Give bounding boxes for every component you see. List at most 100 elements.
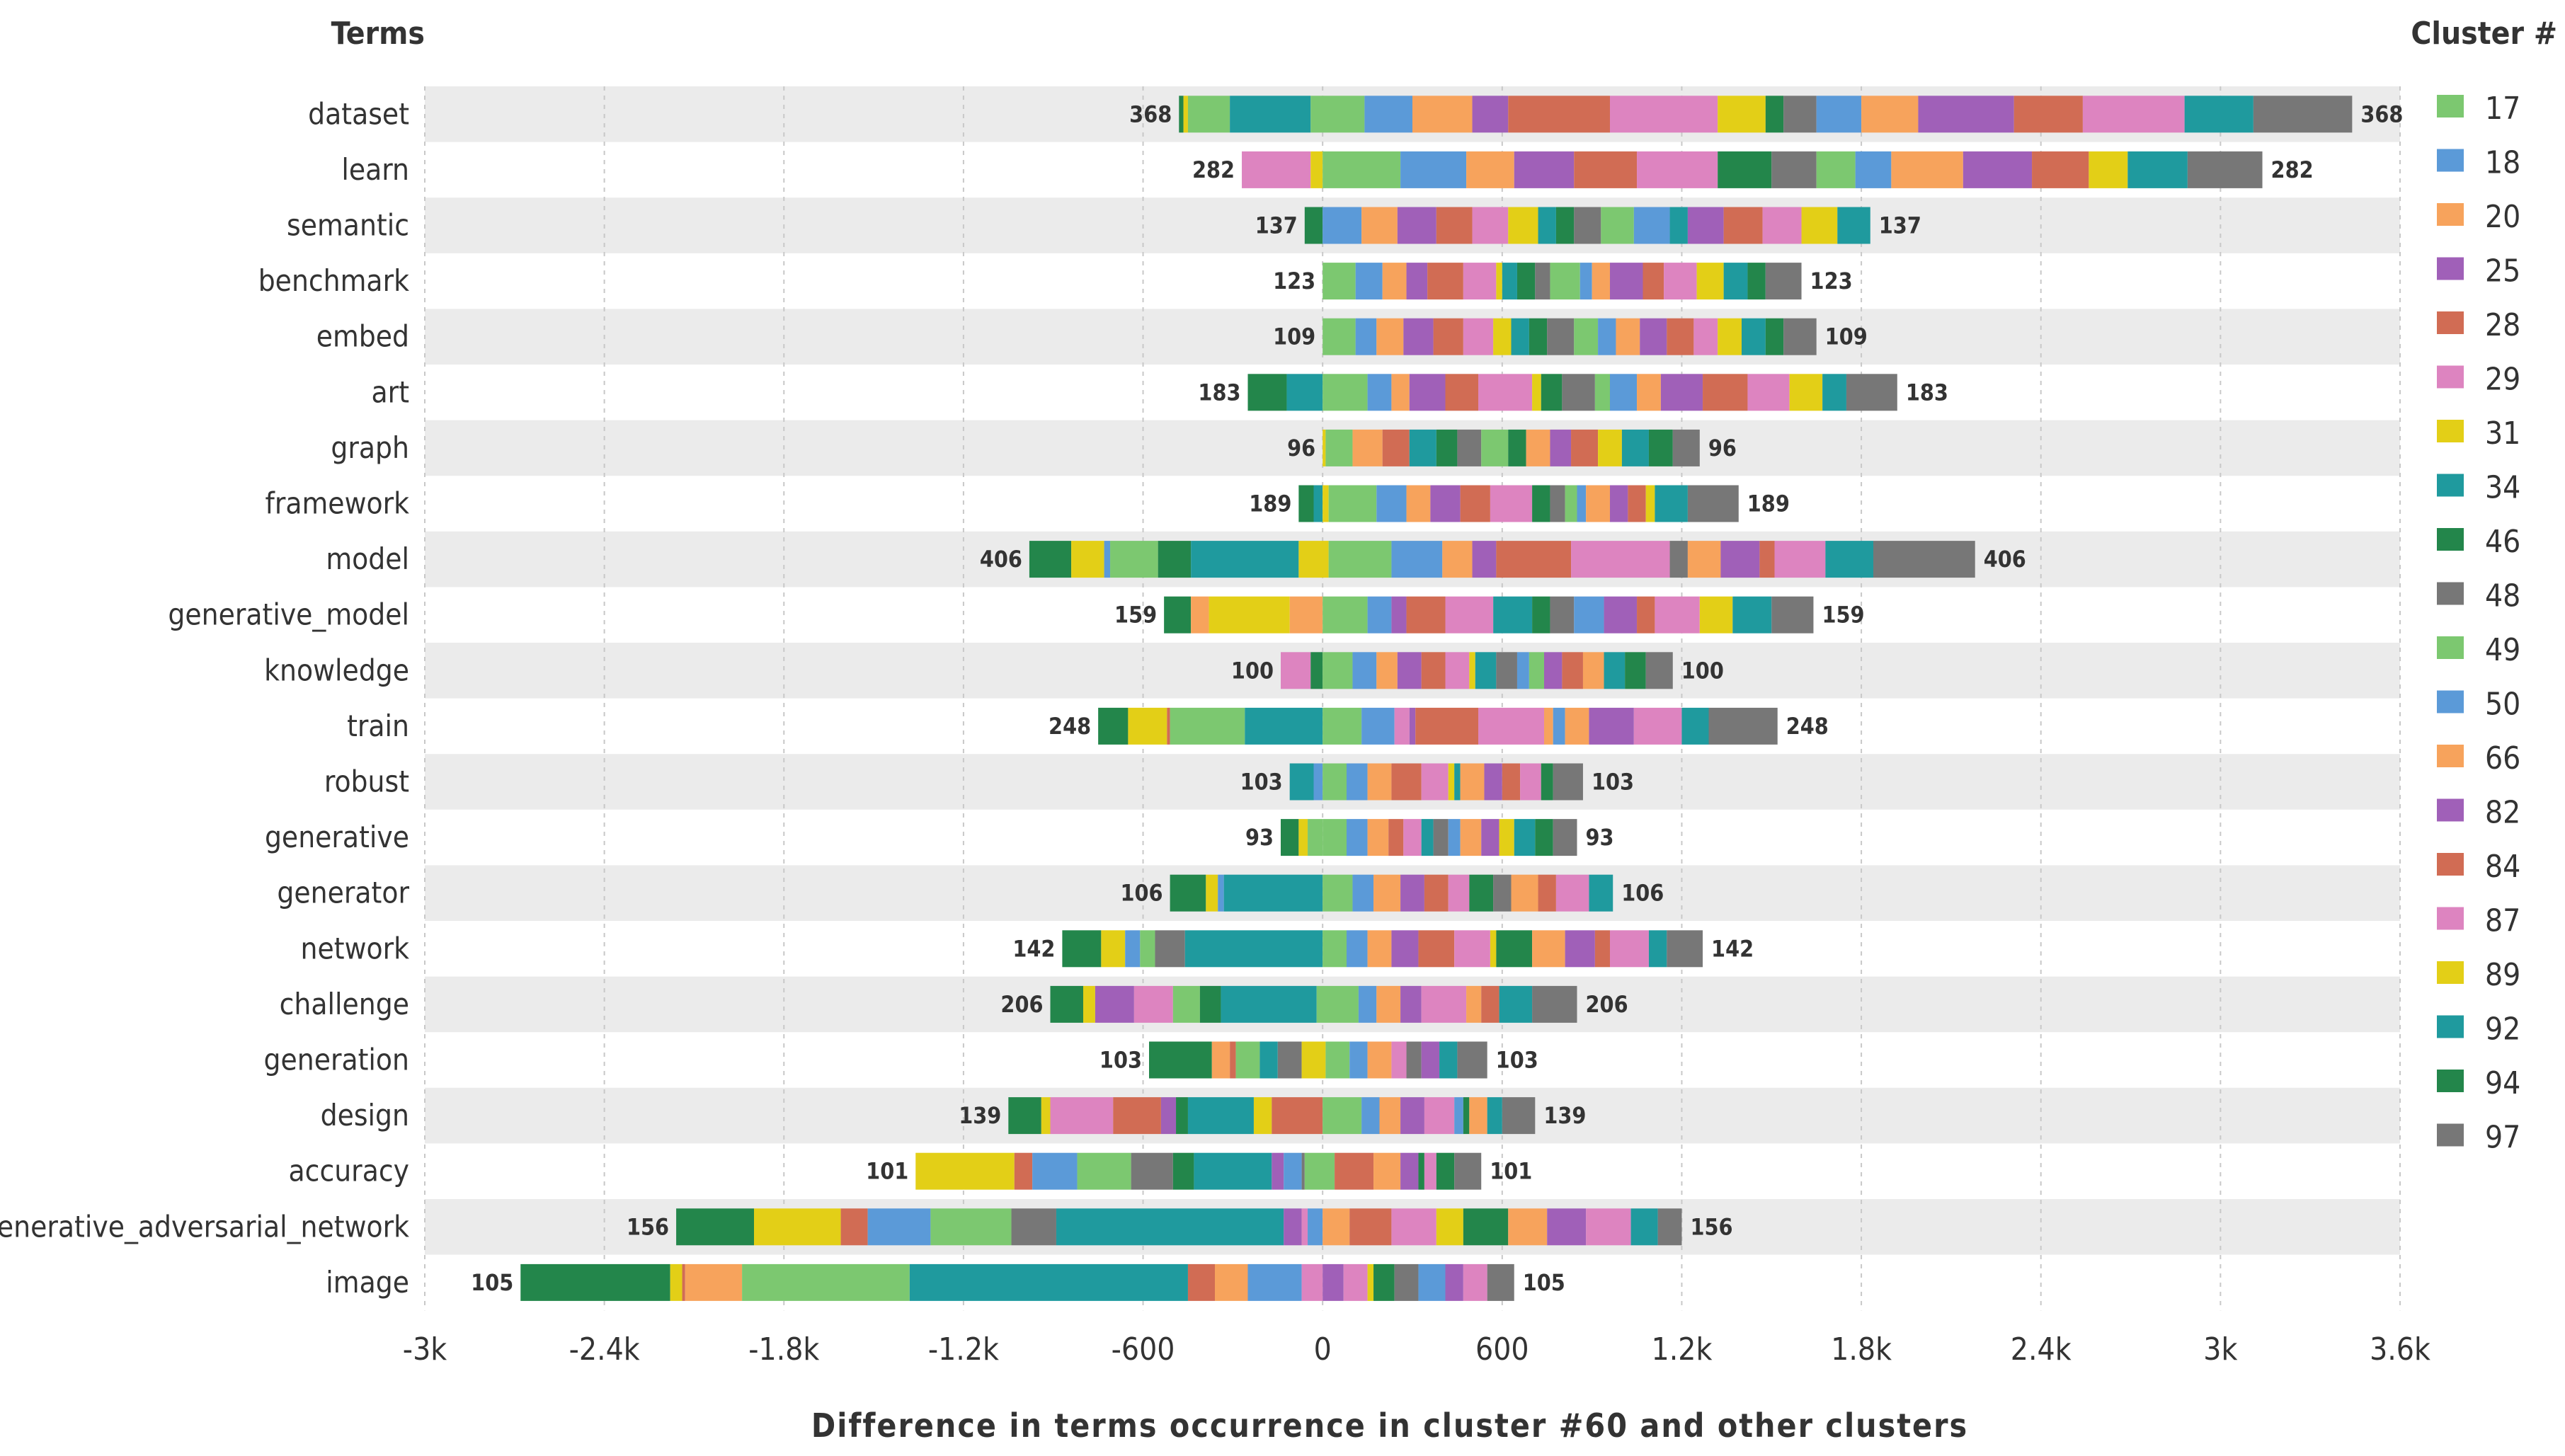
value-label-left: 109 — [1273, 323, 1315, 350]
bar-segment-cluster-25 — [1472, 541, 1497, 578]
value-labels: 368 368 282 282 137 137 123 123 109 109 183 183 96 96… — [471, 101, 2403, 1296]
bar-segment-cluster-28 — [1445, 374, 1478, 411]
bar-segment-cluster-28 — [1496, 541, 1572, 578]
bar-segment-cluster-46 — [1098, 707, 1129, 745]
legend-swatch-97[interactable] — [2437, 1123, 2464, 1147]
bar-segment-cluster-20 — [1526, 429, 1550, 466]
bar-segment-cluster-18 — [1284, 1152, 1302, 1190]
bar-segment-cluster-46 — [1170, 874, 1206, 912]
legend-swatch-25[interactable] — [2437, 257, 2464, 280]
bar-segment-cluster-20 — [1191, 596, 1209, 634]
legend-swatch-18[interactable] — [2437, 149, 2464, 172]
legend-swatch-94[interactable] — [2437, 1070, 2464, 1092]
x-tick-label: 2.4k — [2011, 1331, 2072, 1368]
bar-segment-cluster-17 — [1323, 596, 1368, 634]
x-tick-label: -600 — [1112, 1331, 1175, 1368]
bar-segment-cluster-20 — [1361, 207, 1398, 244]
legend-swatch-34[interactable] — [2437, 474, 2464, 497]
bar-segment-cluster-20 — [1442, 541, 1473, 578]
bar-segment-cluster-18 — [1391, 541, 1443, 578]
value-label-right: 106 — [1621, 880, 1664, 907]
bar-segment-cluster-18 — [867, 1208, 931, 1246]
bar-segment-cluster-48 — [1765, 263, 1802, 300]
term-label: graph — [331, 430, 409, 465]
bar-segment-cluster-17 — [1594, 374, 1610, 411]
legend-swatch-82[interactable] — [2437, 798, 2464, 822]
bar-segment-cluster-31 — [1696, 263, 1724, 300]
bar-segment-cluster-31 — [1801, 207, 1838, 244]
legend-label: 66 — [2485, 740, 2520, 776]
legend-swatch-31[interactable] — [2437, 420, 2464, 442]
value-label-left: 100 — [1231, 657, 1274, 684]
bar-segment-cluster-29 — [1242, 151, 1311, 188]
legend-swatch-28[interactable] — [2437, 311, 2464, 334]
bar-segment-cluster-48 — [1645, 652, 1673, 689]
bar-segment-cluster-48 — [1550, 485, 1565, 522]
legend-swatch-66[interactable] — [2437, 745, 2464, 767]
bar-segment-cluster-46 — [1418, 1152, 1424, 1190]
value-label-left: 101 — [866, 1158, 908, 1185]
bar-segment-cluster-17 — [742, 1263, 910, 1301]
bar-segment-cluster-34 — [909, 1263, 1188, 1301]
bar-segment-cluster-28 — [2032, 151, 2089, 188]
bar-segment-cluster-46 — [676, 1208, 754, 1246]
bar-segment-cluster-94 — [1304, 207, 1323, 244]
bar-segment-cluster-48 — [1846, 374, 1897, 411]
bar-segment-cluster-17 — [1170, 707, 1245, 745]
bar-segment-cluster-34 — [1648, 930, 1667, 968]
value-label-left: 406 — [980, 546, 1022, 573]
bar-segment-cluster-48 — [1457, 1041, 1487, 1079]
bar-segment-cluster-25 — [1720, 541, 1760, 578]
bar-segment-cluster-94 — [1310, 652, 1323, 689]
bar-segment-cluster-28 — [1508, 96, 1610, 133]
legend-swatch-29[interactable] — [2437, 365, 2464, 389]
legend-label: 34 — [2485, 470, 2520, 506]
bar-segment-cluster-17 — [1325, 1041, 1350, 1079]
bar-segment-cluster-94 — [1179, 96, 1184, 133]
legend-swatch-46[interactable] — [2437, 528, 2464, 551]
legend-label: 28 — [2485, 307, 2520, 343]
legend-swatch-89[interactable] — [2437, 961, 2464, 984]
bar-segment-cluster-18 — [1125, 930, 1141, 968]
bar-segment-cluster-48 — [1553, 763, 1583, 801]
term-label: accuracy — [289, 1154, 409, 1188]
bar-segment-cluster-31 — [1469, 652, 1475, 689]
bar-segment-cluster-17 — [1550, 263, 1580, 300]
bar-segment-cluster-18 — [1352, 874, 1374, 912]
x-axis-title: Difference in terms occurrence in cluste… — [811, 1406, 1968, 1445]
legend-swatch-17[interactable] — [2437, 95, 2464, 117]
bar-segment-cluster-48 — [1454, 1152, 1482, 1190]
value-label-right: 248 — [1786, 713, 1829, 740]
bar-segment-cluster-28 — [1335, 1152, 1374, 1190]
legend-swatch-48[interactable] — [2437, 582, 2464, 605]
bar-segment-cluster-20 — [1379, 1097, 1401, 1135]
value-label-right: 406 — [1984, 546, 2026, 573]
bar-segment-cluster-18 — [1418, 1263, 1446, 1301]
bar-segment-cluster-18 — [1633, 207, 1670, 244]
bar-segment-cluster-20 — [1412, 96, 1473, 133]
bar-segment-cluster-94 — [1436, 1152, 1455, 1190]
legend-swatch-49[interactable] — [2437, 636, 2464, 659]
value-label-right: 282 — [2271, 156, 2314, 183]
legend-swatch-20[interactable] — [2437, 203, 2464, 226]
bar-segment-cluster-31 — [1215, 596, 1290, 634]
bar-segment-cluster-20 — [1323, 1208, 1350, 1246]
x-tick-label: 1.2k — [1652, 1331, 1713, 1368]
bar-segment-cluster-34 — [2127, 151, 2188, 188]
bar-segment-cluster-28 — [1272, 1097, 1323, 1135]
value-label-left: 282 — [1192, 156, 1235, 183]
bar-segment-cluster-34 — [1439, 1041, 1458, 1079]
term-label: dataset — [308, 96, 409, 131]
legend-swatch-92[interactable] — [2437, 1015, 2464, 1038]
value-label-left: 103 — [1240, 769, 1283, 796]
bar-segment-cluster-17 — [1323, 263, 1356, 300]
bar-segment-cluster-34 — [1187, 1097, 1254, 1135]
bar-segment-cluster-17 — [1529, 652, 1544, 689]
legend-swatch-50[interactable] — [2437, 690, 2464, 713]
bar-segment-cluster-28 — [682, 1263, 685, 1301]
bar-segment-cluster-31 — [915, 1152, 1015, 1190]
bar-segment-cluster-31 — [1083, 985, 1095, 1023]
legend-swatch-84[interactable] — [2437, 853, 2464, 876]
legend-swatch-87[interactable] — [2437, 907, 2464, 930]
